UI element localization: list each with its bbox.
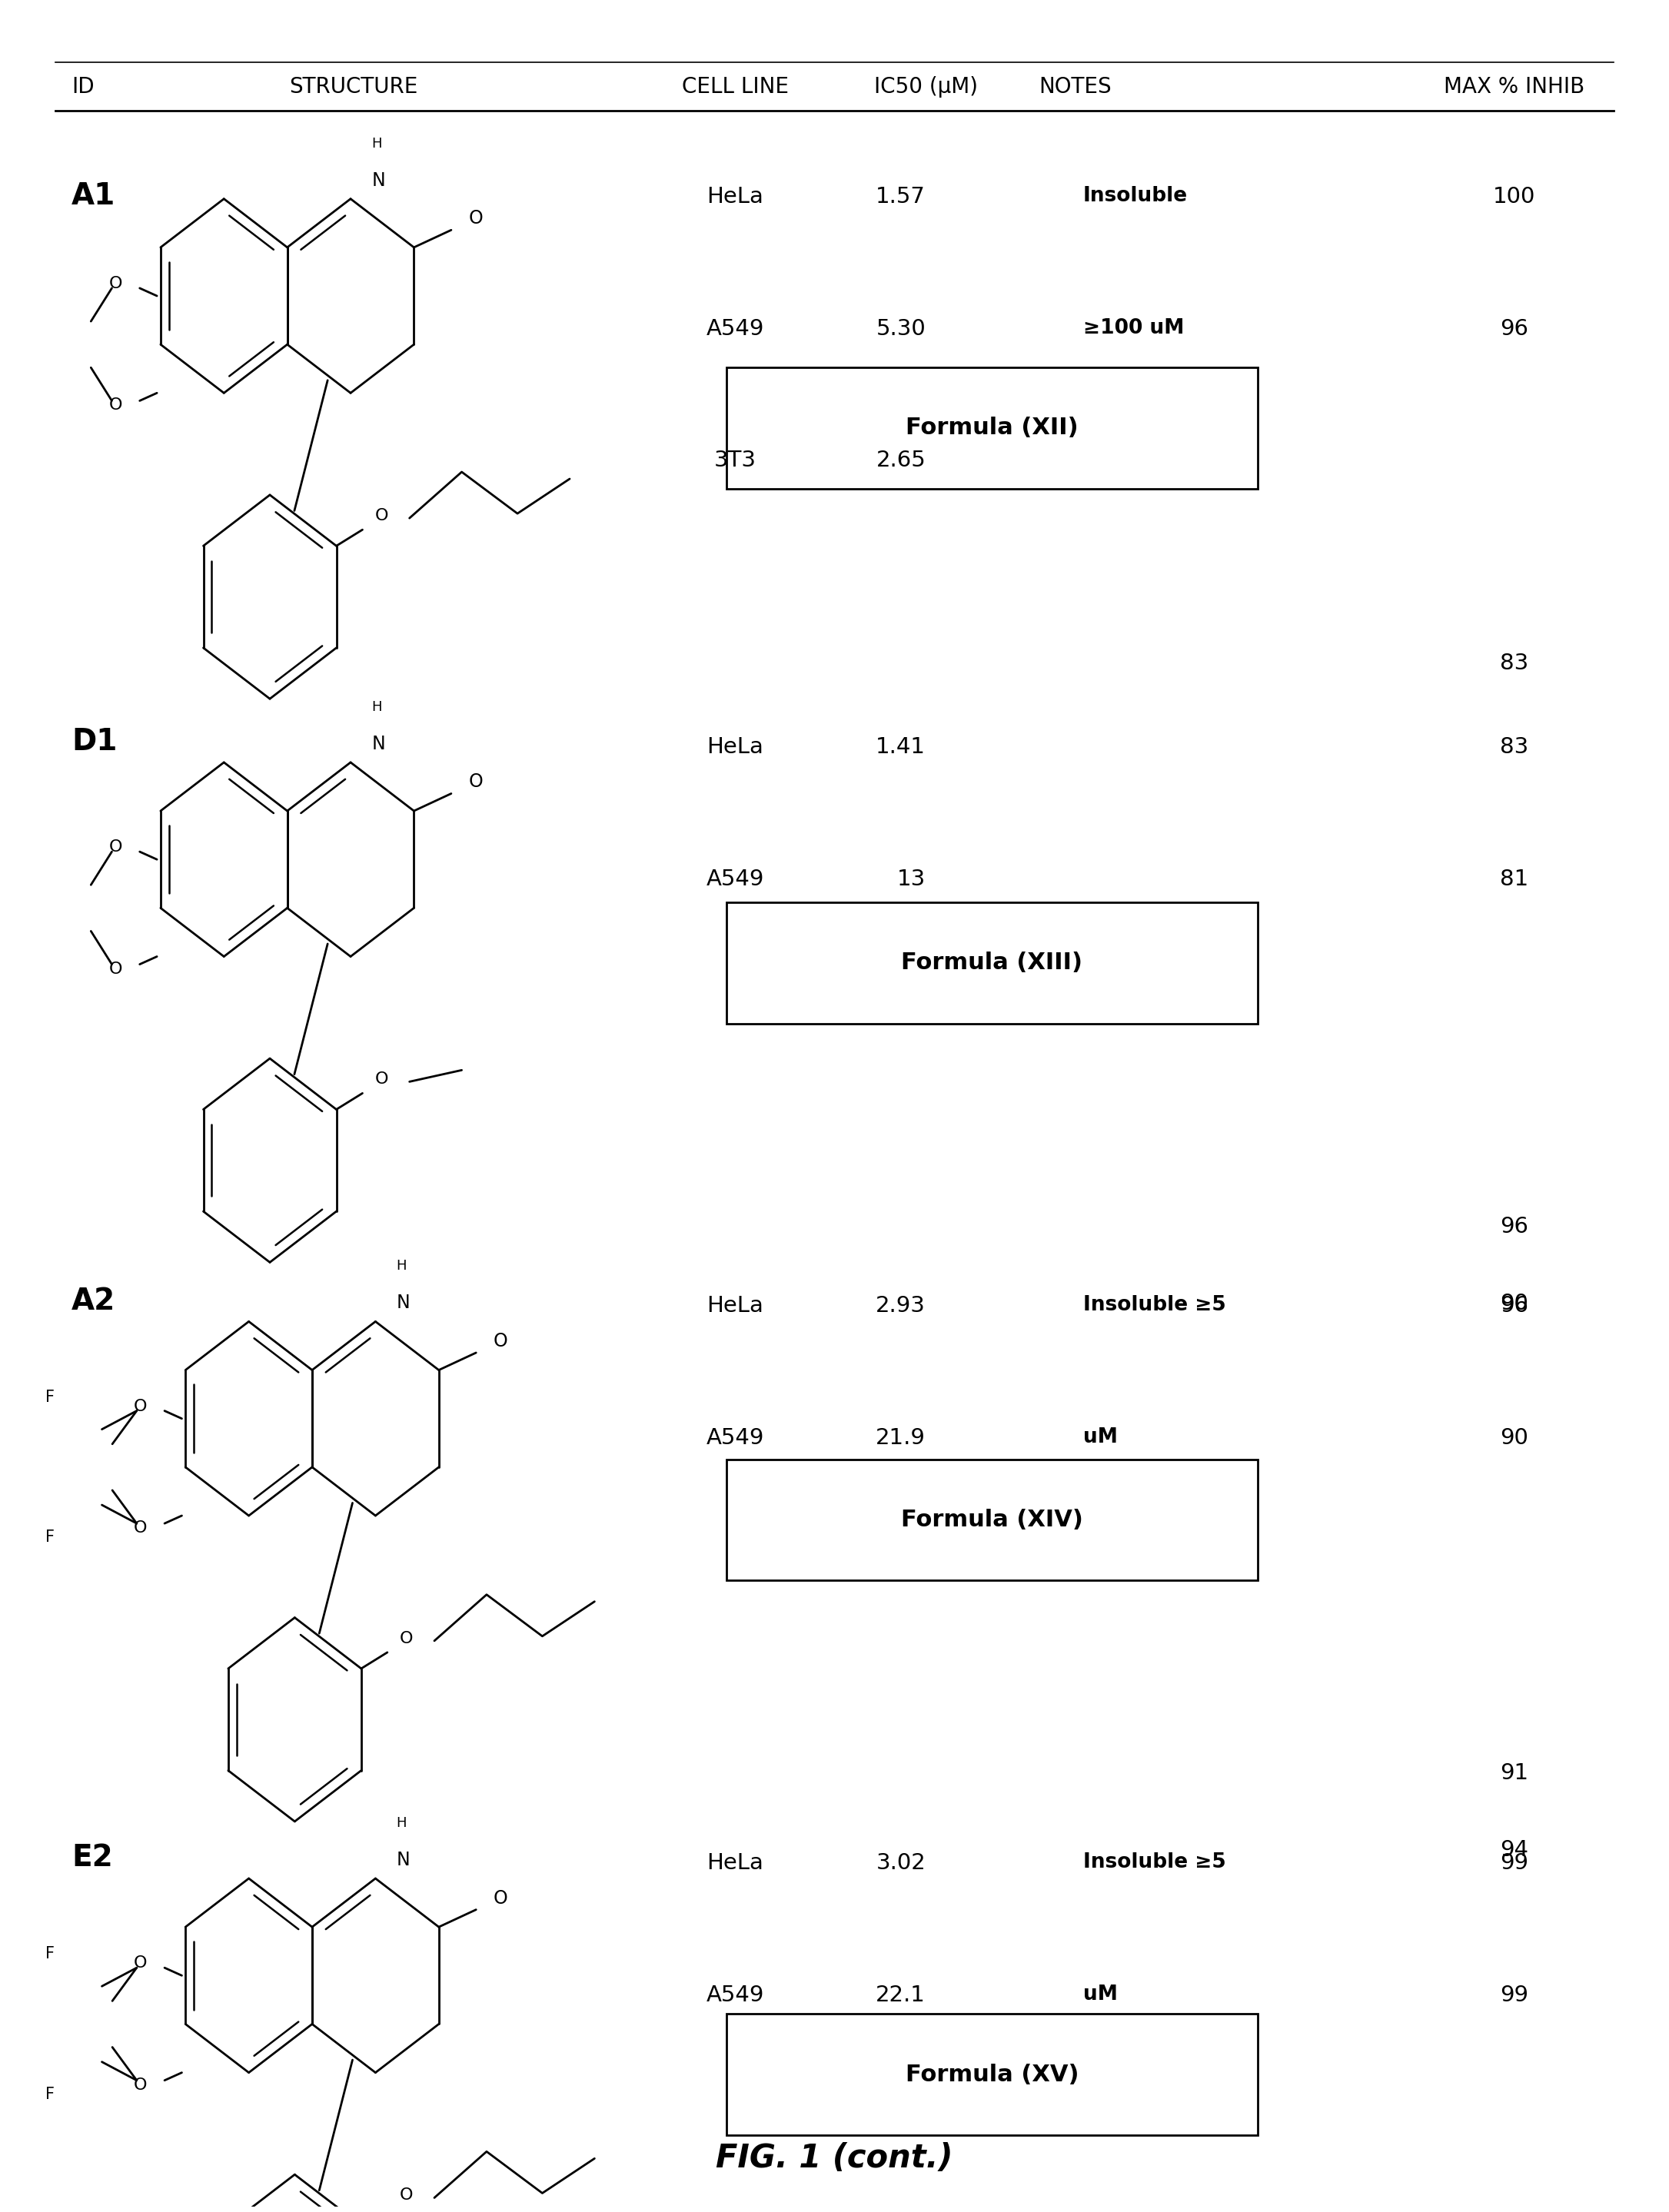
Text: ≥100 uM: ≥100 uM — [1083, 319, 1185, 338]
Text: MAX % INHIB: MAX % INHIB — [1444, 75, 1586, 97]
Text: Insoluble ≥5: Insoluble ≥5 — [1083, 1851, 1227, 1871]
Text: F: F — [45, 2086, 55, 2101]
Text: O: O — [469, 772, 482, 792]
Text: ID: ID — [72, 75, 95, 97]
Text: O: O — [399, 2188, 412, 2203]
Text: H: H — [372, 699, 382, 714]
Text: FIG. 1 (cont.): FIG. 1 (cont.) — [716, 2141, 953, 2174]
Text: O: O — [108, 276, 122, 292]
Text: O: O — [108, 962, 122, 978]
FancyBboxPatch shape — [726, 367, 1257, 489]
Text: 94: 94 — [1500, 1838, 1529, 1860]
Text: 96: 96 — [1500, 1217, 1529, 1237]
Text: N: N — [372, 734, 386, 752]
Text: Formula (XIII): Formula (XIII) — [901, 951, 1083, 973]
Text: 13: 13 — [896, 869, 926, 889]
Text: A549: A549 — [706, 319, 764, 338]
Text: O: O — [399, 1630, 412, 1646]
Text: HeLa: HeLa — [706, 737, 763, 759]
Text: N: N — [396, 1294, 411, 1312]
Text: Insoluble ≥5: Insoluble ≥5 — [1083, 1296, 1227, 1316]
FancyBboxPatch shape — [726, 902, 1257, 1024]
Text: O: O — [134, 1955, 147, 1971]
Text: 90: 90 — [1500, 1427, 1529, 1449]
Text: O: O — [494, 1332, 507, 1349]
FancyBboxPatch shape — [726, 1460, 1257, 1579]
Text: O: O — [374, 1071, 389, 1086]
Text: 99: 99 — [1500, 1851, 1529, 1874]
Text: E2: E2 — [72, 1843, 113, 1874]
Text: 96: 96 — [1500, 319, 1529, 338]
FancyBboxPatch shape — [726, 2015, 1257, 2135]
Text: 96: 96 — [1500, 1296, 1529, 1316]
Text: H: H — [372, 137, 382, 150]
Text: 5.30: 5.30 — [876, 319, 926, 338]
Text: O: O — [494, 1889, 507, 1907]
Text: 99: 99 — [1500, 1984, 1529, 2006]
Text: 1.41: 1.41 — [876, 737, 926, 759]
Text: Formula (XII): Formula (XII) — [906, 416, 1078, 440]
Text: 3T3: 3T3 — [714, 449, 756, 471]
Text: 1.57: 1.57 — [876, 186, 926, 208]
Text: H: H — [396, 1816, 407, 1829]
Text: 91: 91 — [1500, 1763, 1529, 1783]
Text: uM: uM — [1083, 1984, 1118, 2004]
Text: NOTES: NOTES — [1038, 75, 1112, 97]
Text: D1: D1 — [72, 728, 117, 757]
Text: 83: 83 — [1500, 737, 1529, 759]
Text: 3.02: 3.02 — [876, 1851, 926, 1874]
Text: 83: 83 — [1500, 653, 1529, 675]
Text: O: O — [134, 1520, 147, 1535]
Text: O: O — [134, 1398, 147, 1413]
Text: 81: 81 — [1500, 869, 1529, 889]
Text: HeLa: HeLa — [706, 1851, 763, 1874]
Text: O: O — [374, 509, 389, 524]
Text: O: O — [469, 210, 482, 228]
Text: IC50 (μM): IC50 (μM) — [875, 75, 978, 97]
Text: 100: 100 — [1494, 186, 1535, 208]
Text: A1: A1 — [72, 181, 115, 210]
Text: F: F — [45, 1531, 55, 1544]
Text: Insoluble: Insoluble — [1083, 186, 1188, 206]
Text: 22.1: 22.1 — [876, 1984, 926, 2006]
Text: uM: uM — [1083, 1427, 1118, 1447]
Text: 90: 90 — [1500, 1294, 1529, 1314]
Text: 2.93: 2.93 — [876, 1296, 926, 1316]
Text: Formula (XV): Formula (XV) — [905, 2064, 1078, 2086]
Text: CELL LINE: CELL LINE — [681, 75, 788, 97]
Text: 2.65: 2.65 — [876, 449, 926, 471]
Text: A549: A549 — [706, 1427, 764, 1449]
Text: Formula (XIV): Formula (XIV) — [901, 1509, 1083, 1531]
Text: STRUCTURE: STRUCTURE — [289, 75, 417, 97]
Text: A549: A549 — [706, 869, 764, 889]
Text: A549: A549 — [706, 1984, 764, 2006]
Text: HeLa: HeLa — [706, 1296, 763, 1316]
Text: F: F — [45, 1389, 55, 1405]
Text: O: O — [108, 398, 122, 414]
Text: H: H — [396, 1259, 407, 1272]
Text: O: O — [108, 838, 122, 854]
Text: O: O — [134, 2077, 147, 2093]
Text: 21.9: 21.9 — [876, 1427, 926, 1449]
Text: HeLa: HeLa — [706, 186, 763, 208]
Text: A2: A2 — [72, 1287, 115, 1316]
Text: F: F — [45, 1947, 55, 1962]
Text: N: N — [396, 1851, 411, 1869]
Text: N: N — [372, 170, 386, 190]
